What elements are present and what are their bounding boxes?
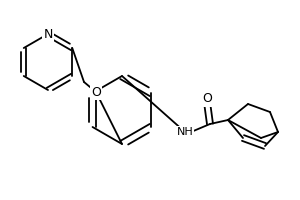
Text: O: O xyxy=(202,92,212,106)
Text: NH: NH xyxy=(177,127,194,137)
Text: N: N xyxy=(43,27,53,40)
Text: O: O xyxy=(91,86,101,98)
